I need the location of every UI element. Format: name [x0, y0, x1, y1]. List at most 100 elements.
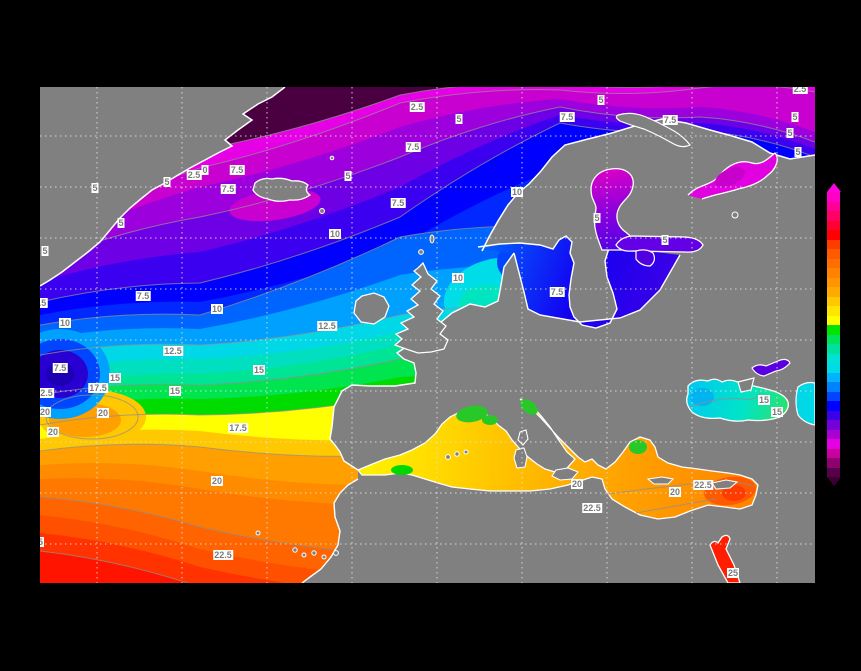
sea-caspian-edge [795, 381, 815, 426]
contour-label: 17.5 [228, 423, 248, 433]
colorbar-segment [827, 192, 840, 202]
sea-azov [751, 358, 791, 377]
sea-med-aegean-cool [629, 440, 647, 454]
contour-label: 5 [791, 112, 799, 122]
sea-white-sea-core [715, 167, 745, 187]
land-sardinia [513, 447, 528, 469]
colorbar-segment [827, 439, 840, 449]
land-balearic-2 [454, 451, 460, 457]
colorbar-segment [827, 239, 840, 249]
contour-label: 10 [58, 318, 72, 328]
sea-med-lion-cool2 [482, 415, 498, 425]
contour-label: 20 [40, 407, 52, 417]
colorbar-segment [827, 306, 840, 316]
contour-label: 22.5 [693, 480, 713, 490]
contour-label: 22.5 [213, 550, 233, 560]
contour-label: 15 [770, 407, 784, 417]
contour-label: 2.5 [186, 170, 202, 180]
land-balearic-3 [463, 449, 469, 455]
colorbar-segment [827, 334, 840, 344]
land-layer [40, 87, 815, 583]
contour-label: 5 [794, 147, 802, 157]
land-canary-3 [311, 550, 317, 556]
contour-label: 20 [570, 479, 584, 489]
temperature-colorbar [826, 183, 841, 486]
land-jan-mayen [329, 155, 335, 161]
colorbar-segment [827, 249, 840, 259]
land-canary-2 [301, 552, 307, 558]
contour-label: 20 [96, 408, 110, 418]
coastline-atlantic-europe [329, 252, 515, 471]
contour-label: 5 [597, 95, 605, 105]
sea-gulf-of-riga [635, 249, 656, 267]
contour-label: 5 [593, 213, 601, 223]
sea-med-lion-cool [456, 405, 488, 423]
land-iceland [252, 177, 312, 202]
colorbar-segment [827, 287, 840, 297]
contour-label: 7.5 [220, 184, 236, 194]
colorbar-arrow-up-icon [826, 183, 841, 192]
colorbar-segment [827, 382, 840, 392]
colorbar-segment [827, 448, 840, 458]
land-faroe [319, 208, 325, 214]
contour-label: 15 [757, 395, 771, 405]
land-ireland [353, 292, 390, 325]
colorbar-segment [827, 344, 840, 354]
colorbar-segment [827, 363, 840, 373]
coastline-africa-west [301, 478, 359, 583]
colorbar-segments [827, 192, 840, 477]
colorbar-segment [827, 296, 840, 306]
isotherm-black-sea-15 [689, 392, 761, 408]
sea-med-levant-core [722, 485, 746, 501]
colorbar-segment [827, 201, 840, 211]
land-crimea [737, 377, 755, 393]
land-madeira [255, 530, 261, 536]
sea-baltic [478, 236, 680, 328]
contour-label: 7.5 [229, 165, 245, 175]
contour-label: 5 [344, 171, 352, 181]
contour-label: 7.5 [40, 298, 48, 308]
coastline-baltic-south [513, 252, 681, 323]
contour-label: 12.5 [40, 388, 54, 398]
contour-label: 15 [108, 373, 122, 383]
sea-black-sea [686, 378, 789, 422]
contour-label: 20 [668, 487, 682, 497]
colorbar-segment [827, 429, 840, 439]
colorbar-segment [827, 277, 840, 287]
land-great-britain [393, 261, 449, 354]
contour-label: 7.5 [662, 115, 678, 125]
contour-label: 2.5 [792, 87, 808, 94]
contour-label: 7.5 [390, 198, 406, 208]
contour-label: 17.5 [88, 383, 108, 393]
land-canary-5 [333, 550, 339, 556]
contour-label: 15 [168, 386, 182, 396]
sst-band [40, 515, 815, 583]
colorbar-segment [827, 258, 840, 268]
contour-label: 5 [786, 128, 794, 138]
sst-field-svg [40, 87, 815, 583]
colorbar-segment [827, 230, 840, 240]
colorbar-segment [827, 467, 840, 477]
contour-label: 5 [455, 114, 463, 124]
contour-label: 5 [117, 218, 125, 228]
colorbar-segment [827, 353, 840, 363]
contour-label: 20 [46, 427, 60, 437]
land-orkney [418, 249, 424, 255]
contour-label: 7.5 [52, 363, 68, 373]
contour-label: 22.5 [582, 503, 602, 513]
colorbar-segment [827, 268, 840, 278]
land-greenland [40, 87, 285, 286]
contour-label: 7.5 [559, 112, 575, 122]
colorbar-arrow-down-icon [826, 477, 841, 486]
colorbar-segment [827, 391, 840, 401]
contour-label: 25 [726, 568, 740, 578]
contour-label: 7.5 [549, 287, 565, 297]
land-crete [646, 476, 675, 485]
colorbar-segment [827, 401, 840, 411]
coastline-greenland [40, 87, 286, 287]
colorbar-segment [827, 420, 840, 430]
contour-label: 5 [661, 235, 669, 245]
land-kolguyev [731, 211, 739, 219]
isotherm-line [40, 106, 815, 263]
